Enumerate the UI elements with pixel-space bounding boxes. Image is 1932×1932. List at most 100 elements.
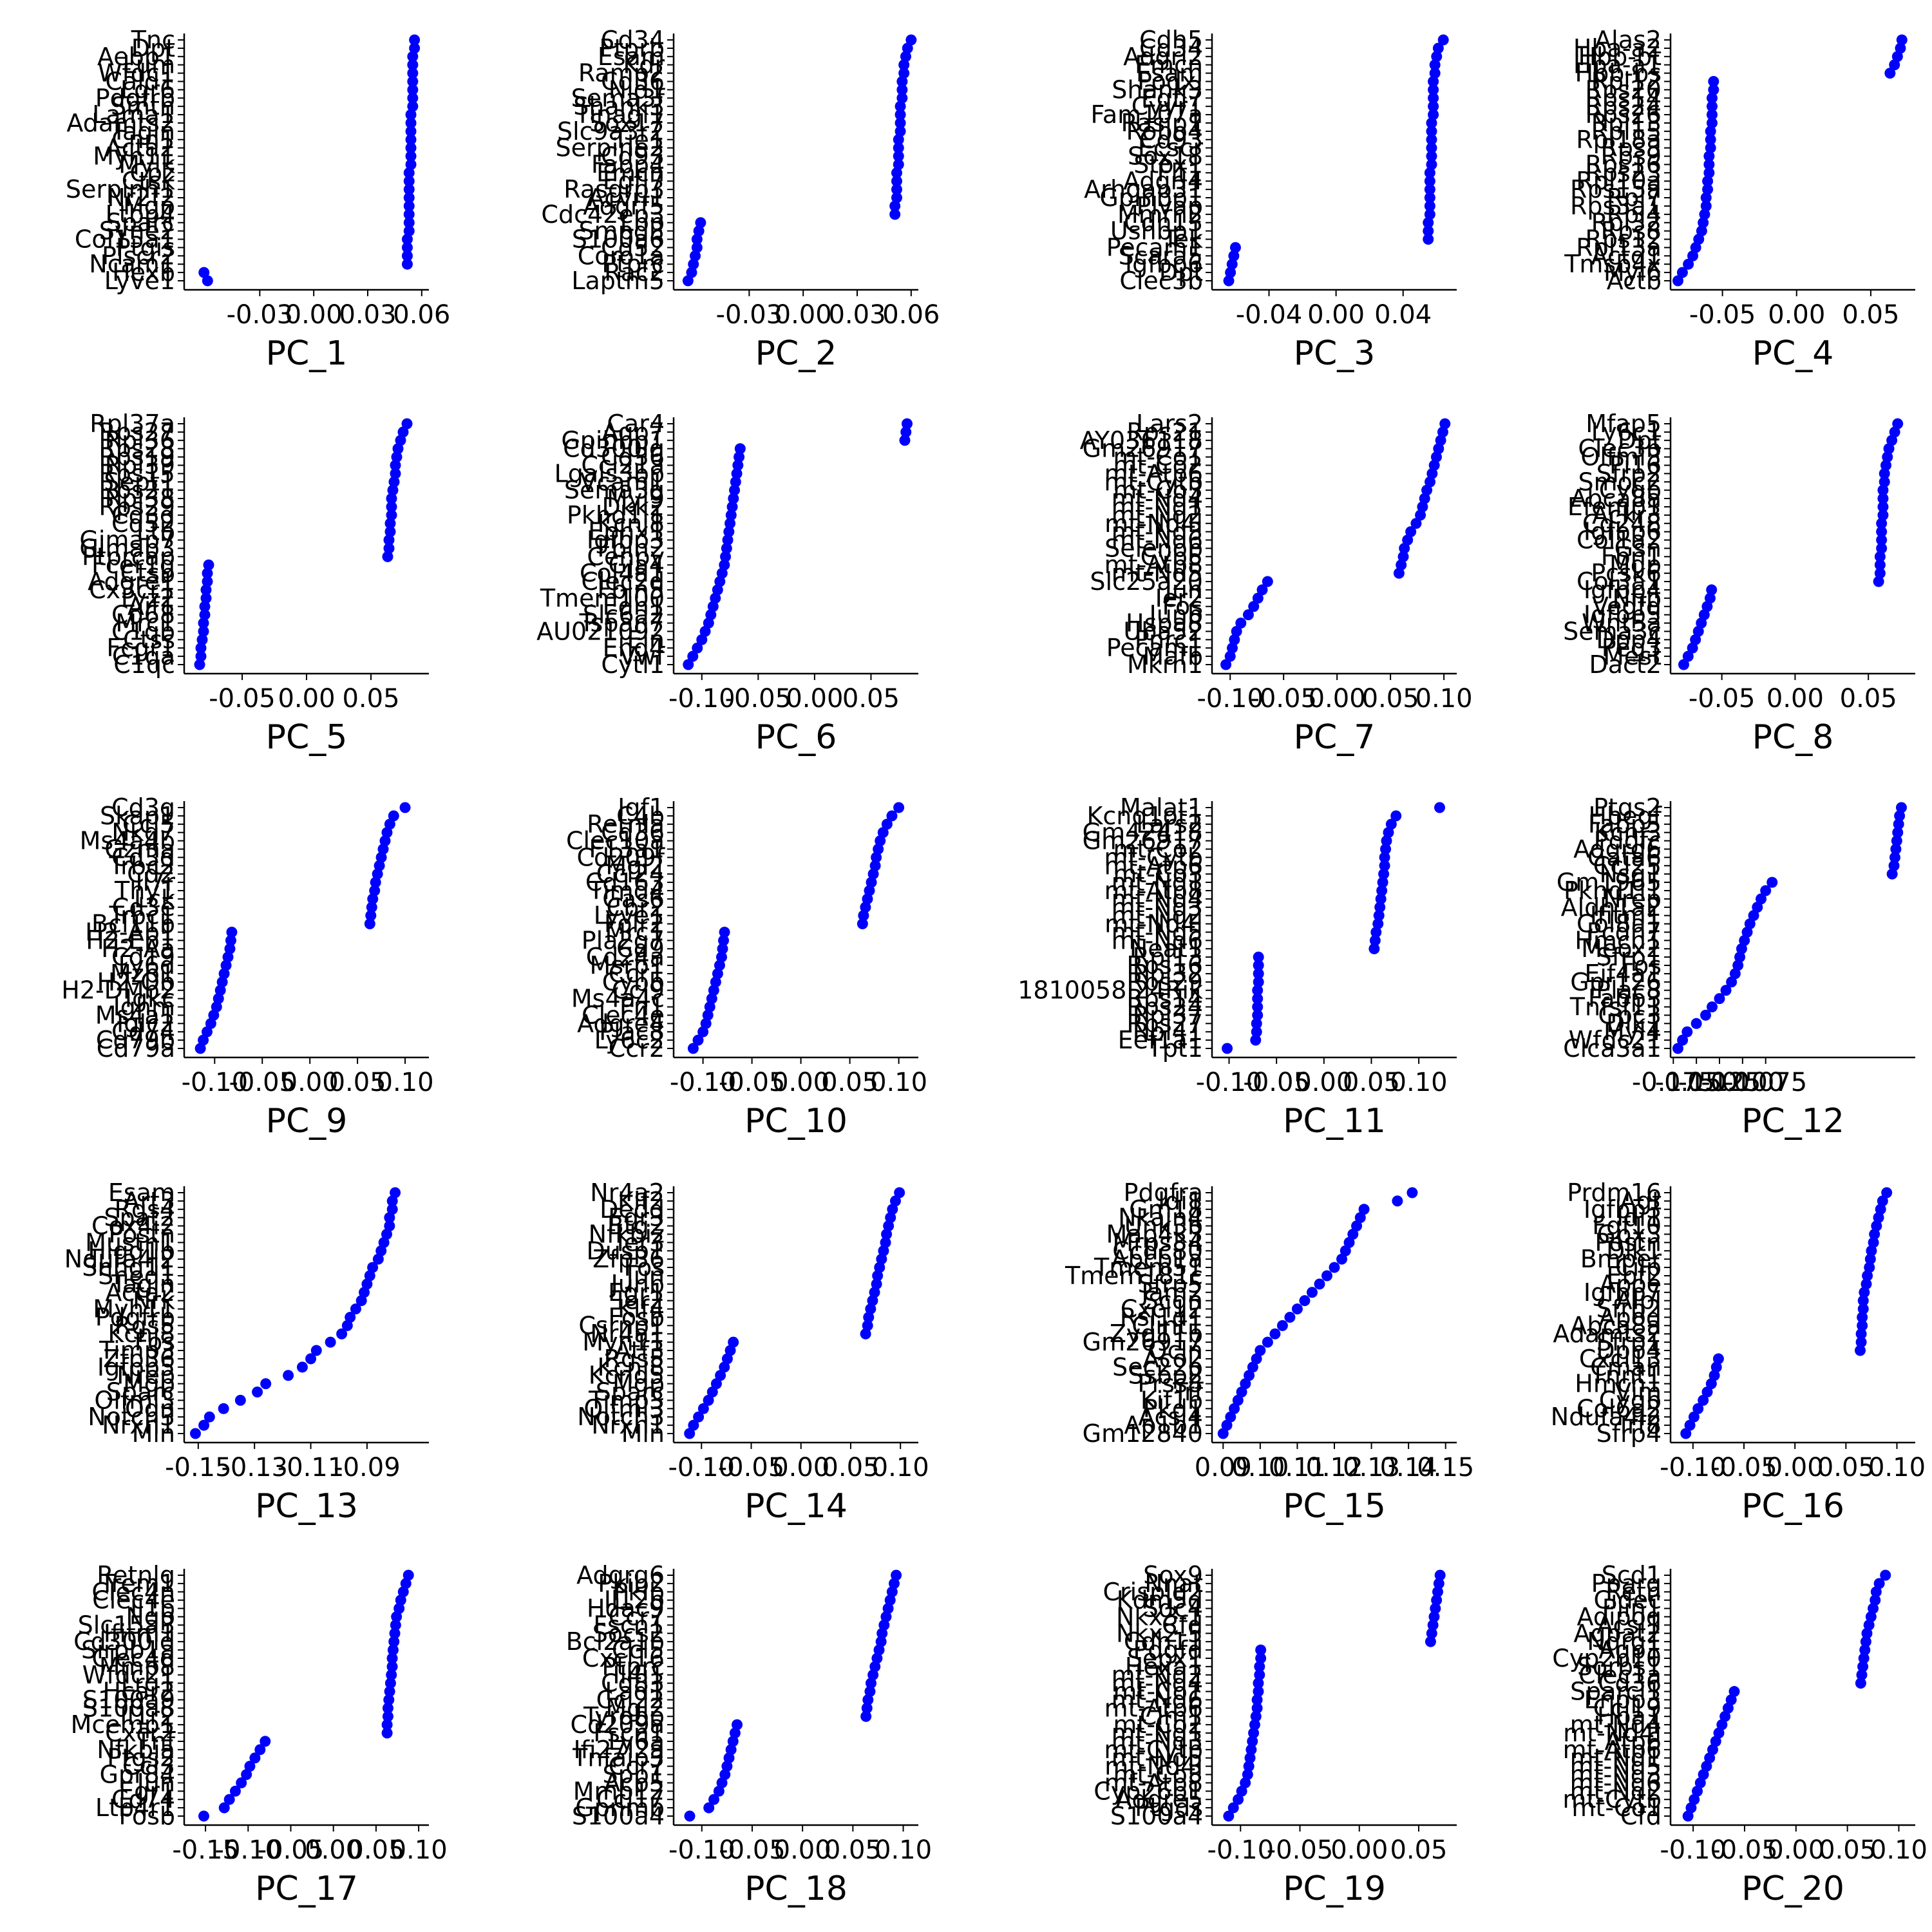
data-point [1426, 126, 1437, 137]
x-tick-label: -0.10 [1660, 1453, 1727, 1482]
y-tick-label: Clec4e [582, 1001, 665, 1029]
data-point [1855, 1345, 1866, 1356]
y-tick-label: Cd3g [111, 501, 175, 529]
data-point [1873, 1212, 1884, 1224]
data-point [895, 126, 906, 137]
data-point [1402, 535, 1414, 546]
data-point [1428, 459, 1440, 471]
data-point [1698, 1394, 1709, 1406]
x-tick-label: 0.00 [775, 300, 832, 330]
x-axis-title: PC_19 [1283, 1870, 1386, 1908]
x-tick-label: 0.05 [821, 1068, 878, 1097]
data-point [1253, 1678, 1264, 1689]
data-point [1424, 167, 1435, 178]
y-tick-label: mt-Nd4 [1112, 885, 1203, 913]
x-tick-label: -0.10 [1197, 684, 1264, 714]
y-tick-label: Plvap [1137, 192, 1203, 220]
data-point [1857, 1295, 1869, 1307]
y-tick-label: Pdgfra [1124, 1179, 1203, 1207]
data-point [715, 951, 727, 963]
data-point [1269, 1328, 1281, 1340]
y-tick-label: Tnfaip3 [572, 1744, 665, 1772]
data-point [403, 217, 415, 229]
y-tick-label: Rps14 [1585, 84, 1662, 112]
y-tick-label: Klf4 [618, 1295, 665, 1323]
x-tick-label: 0.05 [1817, 1453, 1875, 1482]
y-tick-label: Nkain4 [1118, 1204, 1203, 1232]
y-tick-label: mt-Atp8 [1104, 1768, 1203, 1797]
data-point [714, 576, 726, 587]
data-point [196, 634, 208, 645]
x-tick-label: 0.05 [1819, 1835, 1876, 1865]
y-tick-label: Enpp3 [1584, 1685, 1662, 1714]
y-tick-label: Cdh11 [1124, 1627, 1203, 1656]
y-tick-label: Pecam1 [1106, 233, 1203, 261]
data-point [1321, 1270, 1332, 1282]
y-tick-label: Mgp [123, 1370, 175, 1398]
data-point [899, 435, 911, 446]
y-tick-label: Ier3 [617, 1228, 665, 1256]
y-tick-label: Rps29 [1126, 968, 1203, 996]
y-tick-label: Il7r [135, 868, 175, 896]
data-point [1376, 885, 1388, 896]
data-point [359, 1287, 370, 1298]
y-tick-label: Il1r2 [120, 1702, 175, 1730]
data-point [401, 418, 413, 430]
y-tick-label: Nrep [117, 1361, 175, 1390]
data-point [390, 459, 401, 471]
y-tick-label: Cygb [1599, 1386, 1662, 1414]
y-tick-label: Rps29 [99, 493, 175, 521]
y-tick-label: Cox4i2 [91, 1212, 175, 1240]
data-point [1886, 435, 1898, 446]
data-point [1861, 1627, 1873, 1639]
data-point [1708, 84, 1719, 95]
data-point [900, 426, 912, 438]
y-tick-label: Nrk [133, 1287, 175, 1315]
y-tick-label: Cald1 [105, 67, 175, 95]
data-point [717, 943, 728, 954]
x-tick-label: -0.10 [1196, 1068, 1263, 1097]
data-point [1868, 1603, 1879, 1615]
data-point [1736, 943, 1747, 954]
data-point [1374, 902, 1386, 913]
y-tick-label: Hcar2 [102, 1678, 175, 1706]
y-tick-label: Zfp36 [103, 1345, 175, 1373]
y-tick-label: Aqp1 [1598, 1636, 1662, 1664]
x-tick-label: -0.05 [1267, 1835, 1334, 1865]
data-point [236, 1777, 247, 1788]
y-tick-label: Ighm [113, 993, 175, 1021]
data-point [365, 910, 377, 922]
data-point [869, 1661, 881, 1672]
data-point [1682, 1810, 1694, 1822]
panel-pc-1: Lyve1HexbNcam1Plscr2PtgisCol15a1Syne2Spa… [66, 26, 451, 373]
panel-pc-14: MlnNrxn1Notch3Olfml3Timp3SparcMgpKcnq5Kc… [577, 1179, 929, 1526]
x-tick-label: -0.05 [258, 1835, 325, 1865]
x-tick-label: 0.06 [882, 300, 940, 330]
data-point [1705, 142, 1716, 154]
y-tick-label: Fscn1 [593, 1611, 665, 1639]
y-tick-label: Adgrl2 [1123, 43, 1203, 71]
y-tick-label: Vwf [620, 642, 666, 670]
y-tick-label: mt-Nd6 [1570, 1768, 1662, 1797]
data-point [1397, 551, 1409, 562]
data-point [889, 1195, 901, 1207]
y-tick-label: Rps9 [1601, 142, 1662, 171]
data-point [1434, 802, 1445, 813]
y-tick-label: Nfkbiz [589, 1220, 665, 1248]
data-point [391, 1611, 402, 1622]
y-tick-label: C1qc [113, 650, 175, 679]
data-point [1873, 576, 1884, 587]
data-point [1712, 1353, 1724, 1365]
y-tick-label: Ccl5 [612, 1636, 665, 1664]
data-point [696, 634, 708, 645]
y-tick-label: Fosb [118, 1802, 175, 1830]
y-tick-label: Cxcl12 [1121, 1295, 1203, 1323]
y-tick-label: Rasgrp3 [564, 175, 665, 204]
data-point [887, 1204, 898, 1215]
y-tick-label: Laptm5 [571, 267, 665, 295]
data-point [1859, 1287, 1870, 1298]
x-axis-title: PC_4 [1752, 334, 1834, 373]
x-tick-label: 0.10 [872, 1453, 929, 1482]
y-tick-label: Ifi27l2a [573, 1736, 665, 1764]
y-tick-label: Cd68 [111, 601, 175, 629]
